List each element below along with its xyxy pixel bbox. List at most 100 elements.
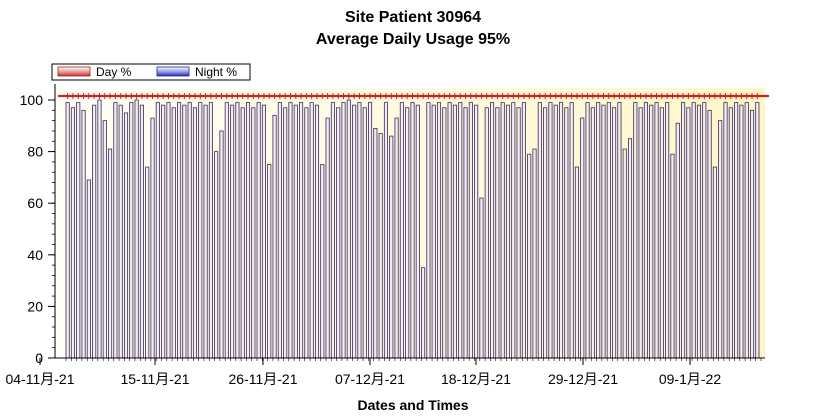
night-bar <box>452 104 457 359</box>
night-bar <box>383 102 389 359</box>
legend-box <box>51 63 251 81</box>
night-bar <box>410 102 415 359</box>
night-bar <box>734 102 739 359</box>
night-bar <box>649 104 654 359</box>
night-bar <box>314 104 320 359</box>
night-bar <box>76 102 81 359</box>
night-bar <box>654 102 659 359</box>
night-bar <box>277 102 282 359</box>
night-bar <box>293 104 298 359</box>
chart-subtitle: Average Daily Usage 95% <box>315 31 511 48</box>
night-bar <box>267 164 272 359</box>
night-bar <box>86 179 91 359</box>
night-bar <box>564 107 569 359</box>
night-bar <box>155 102 160 359</box>
night-bar <box>580 117 585 359</box>
legend-label-night: Night % <box>195 65 237 79</box>
night-bar <box>235 102 240 359</box>
chart-title: Site Patient 30964 <box>344 9 482 26</box>
night-bar <box>330 102 335 359</box>
night-bar <box>230 104 235 359</box>
night-bar <box>309 102 314 359</box>
night-bar <box>675 122 680 359</box>
x-axis-title: Dates and Times <box>357 397 468 413</box>
night-bar <box>691 102 696 359</box>
night-bar <box>495 107 500 359</box>
night-bar <box>161 104 166 359</box>
x-tick-label: 26-11月-21 <box>228 371 297 387</box>
y-axis: 0 20 40 60 80 100 <box>20 84 56 366</box>
night-bar <box>299 102 304 359</box>
night-bar <box>256 102 261 359</box>
night-bar <box>357 102 362 359</box>
night-bar <box>712 166 717 359</box>
night-bar <box>251 107 256 359</box>
night-bar <box>405 107 410 359</box>
night-bar <box>139 104 144 359</box>
night-bar <box>145 166 150 359</box>
night-bar <box>606 102 611 359</box>
night-bar <box>192 107 198 359</box>
legend-swatch-day <box>57 66 91 77</box>
night-bar <box>415 104 420 359</box>
night-bar <box>431 104 436 359</box>
night-bar <box>723 102 728 359</box>
night-bar <box>638 107 643 359</box>
night-bar <box>336 107 341 359</box>
night-bar <box>532 148 537 359</box>
night-bar <box>559 102 564 359</box>
night-bar <box>81 109 86 359</box>
night-bar <box>113 102 118 359</box>
night-bar <box>373 127 378 359</box>
night-bar <box>696 104 702 359</box>
night-bar <box>612 107 617 359</box>
night-bar <box>633 102 638 359</box>
night-bar <box>686 107 691 359</box>
x-tick-label: 15-11月-21 <box>120 371 189 387</box>
x-tick-label: 04-11月-21 <box>5 371 74 387</box>
night-bar <box>681 102 686 359</box>
night-bar <box>728 107 733 359</box>
night-bar <box>399 102 404 359</box>
night-bar <box>643 102 648 359</box>
night-bar <box>352 104 357 359</box>
night-bar <box>622 148 627 359</box>
night-bar <box>553 104 558 359</box>
y-tick-label: 0 <box>35 350 43 366</box>
night-bar <box>442 107 447 359</box>
night-bar <box>389 135 394 359</box>
legend-label-day: Day % <box>96 65 132 79</box>
night-bar <box>150 117 155 359</box>
night-bar <box>702 102 707 359</box>
night-bar <box>665 102 670 359</box>
night-bar <box>362 107 367 359</box>
night-bar <box>394 117 399 359</box>
night-bar <box>574 166 579 359</box>
night-bar <box>134 99 139 359</box>
night-bar <box>245 102 251 359</box>
night-bar <box>474 104 479 359</box>
night-bar <box>214 151 219 359</box>
night-bar <box>447 102 452 359</box>
night-bar <box>426 102 431 359</box>
night-bar <box>484 107 489 359</box>
x-tick-label: 18-12月-21 <box>441 371 511 387</box>
night-bar <box>97 99 102 359</box>
night-bar <box>320 164 325 359</box>
night-bar <box>585 102 590 359</box>
reference-line-group <box>58 93 769 99</box>
night-bar <box>617 102 622 359</box>
night-bar <box>240 107 245 359</box>
night-bar <box>627 138 633 359</box>
night-bar <box>755 102 760 359</box>
night-bar <box>325 117 330 359</box>
x-tick-label: 09-1月-22 <box>659 371 721 387</box>
night-bar <box>458 102 463 359</box>
night-bar <box>288 102 293 359</box>
night-bar <box>118 104 123 359</box>
night-bar <box>659 107 664 359</box>
night-bar <box>596 102 601 359</box>
night-bar <box>102 120 107 359</box>
night-bar <box>718 120 723 359</box>
